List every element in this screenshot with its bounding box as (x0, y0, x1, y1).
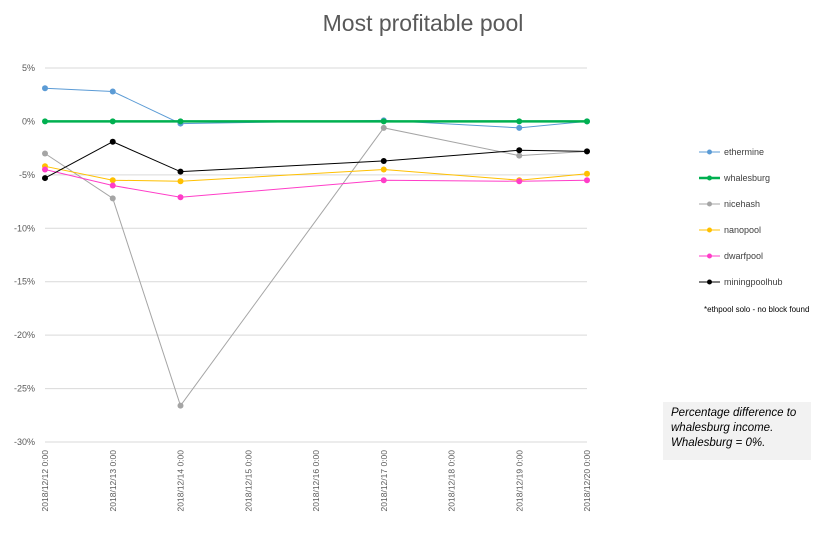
y-tick-label: -20% (14, 330, 35, 340)
data-point (42, 166, 48, 173)
series-whalesburg (42, 118, 590, 125)
data-point (516, 178, 523, 185)
data-point (516, 152, 523, 159)
data-point (584, 170, 590, 177)
x-tick-label: 2018/12/14 0:00 (176, 450, 186, 512)
x-tick-label: 2018/12/13 0:00 (108, 450, 118, 512)
series-line (44, 165, 588, 182)
data-point (516, 118, 523, 125)
legend-swatch (699, 253, 720, 259)
x-axis-ticks: 2018/12/12 0:00 2018/12/13 0:00 2018/12/14… (40, 450, 592, 512)
data-point (109, 118, 116, 125)
legend-label: ethermine (724, 147, 765, 157)
x-tick-label: 2018/12/16 0:00 (311, 450, 321, 512)
series-lines (42, 85, 590, 409)
series-line (44, 127, 588, 407)
series-nicehash (42, 124, 590, 409)
series-miningpoolhub (42, 138, 590, 182)
y-tick-label: -5% (19, 170, 35, 180)
legend-label: dwarfpool (724, 251, 764, 261)
data-point (109, 182, 116, 189)
data-point (109, 177, 116, 184)
data-point (584, 148, 590, 155)
data-point (516, 124, 523, 131)
series-line (44, 141, 588, 179)
legend-swatch (699, 149, 720, 155)
y-tick-label: 5% (22, 63, 35, 73)
data-point (380, 177, 387, 184)
legend-label: miningpoolhub (724, 277, 783, 287)
legend-item-nanopool: nanopool (698, 223, 761, 237)
x-tick-label: 2018/12/18 0:00 (447, 450, 457, 512)
y-tick-label: 0% (22, 116, 35, 126)
data-point (380, 118, 387, 125)
legend-note: *ethpool solo - no block found (704, 305, 810, 314)
legend-label: nicehash (724, 199, 761, 209)
annotation-line: Whalesburg = 0%. (671, 437, 766, 449)
y-tick-label: -30% (14, 437, 35, 447)
data-point (177, 118, 184, 125)
data-point (177, 178, 184, 185)
data-point (380, 124, 387, 131)
data-point (42, 175, 48, 182)
x-tick-label: 2018/12/20 0:00 (582, 450, 592, 512)
y-tick-label: -10% (14, 223, 35, 233)
x-tick-label: 2018/12/19 0:00 (514, 450, 524, 512)
data-point (584, 118, 590, 125)
x-tick-label: 2018/12/12 0:00 (40, 450, 50, 512)
data-point (109, 195, 116, 202)
data-point (177, 402, 184, 409)
legend-item-dwarfpool: dwarfpool (698, 249, 763, 263)
data-point (380, 157, 387, 164)
data-point (42, 85, 48, 92)
annotation-box: Percentage difference to whalesburg inco… (663, 402, 811, 460)
data-point (42, 150, 48, 157)
legend-swatch (699, 227, 720, 233)
legend-label: whalesburg (724, 173, 771, 183)
legend-item-nicehash: nicehash (698, 197, 760, 211)
legend-item-miningpoolhub: miningpoolhub (698, 275, 783, 289)
data-point (42, 118, 48, 125)
data-point (109, 88, 116, 95)
data-point (177, 194, 184, 201)
legend-item-ethermine: ethermine (698, 145, 764, 159)
series-line (44, 169, 588, 198)
legend-swatch (699, 279, 720, 285)
x-tick-label: 2018/12/15 0:00 (243, 450, 253, 512)
legend-swatch (699, 175, 720, 181)
y-tick-label: -25% (14, 384, 35, 394)
annotation-line: whalesburg income. (671, 422, 774, 434)
legend-swatch (699, 201, 720, 207)
x-tick-label: 2018/12/17 0:00 (379, 450, 389, 512)
y-axis-ticks: 5% 0% -5% -10% -15% -20% -25% -30% (14, 63, 35, 447)
chart-title: Most profitable pool (322, 10, 524, 36)
data-point (380, 166, 387, 173)
data-point (109, 138, 116, 145)
annotation-line: Percentage difference to (671, 407, 797, 419)
gridlines (45, 67, 587, 443)
series-dwarfpool (42, 166, 590, 201)
data-point (177, 168, 184, 175)
legend-item-whalesburg: whalesburg (698, 171, 770, 185)
data-point (584, 177, 590, 184)
legend-label: nanopool (724, 225, 762, 235)
series-ethermine (42, 85, 590, 131)
y-tick-label: -15% (14, 277, 35, 287)
data-point (516, 147, 523, 154)
